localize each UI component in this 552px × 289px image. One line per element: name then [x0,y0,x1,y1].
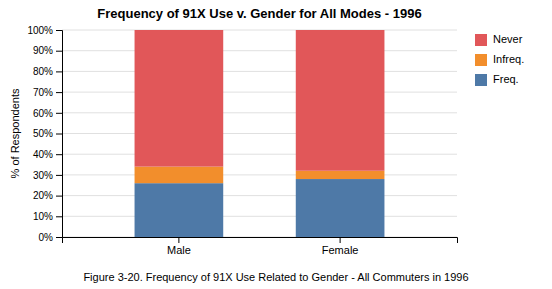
x-tick: Female [322,237,359,256]
grid-line [62,154,457,155]
y-tick-label: 80% [33,66,53,77]
grid-line [62,112,457,113]
y-tick-mark [56,216,62,217]
y-tick: 100% [27,25,62,36]
bar [135,167,224,184]
y-tick-label: 0% [39,232,54,243]
y-tick-label: 90% [33,45,53,56]
y-tick-label: 20% [33,190,53,201]
bar [135,183,224,237]
bars [135,30,385,237]
legend-item: Freq. [475,73,519,86]
legend-swatch [475,34,487,46]
y-axis-line [56,31,63,238]
x-axis: Male Female [63,237,458,256]
y-tick: 10% [33,211,62,222]
y-tick-mark [56,92,62,93]
y-tick-label: 100% [27,25,53,36]
grid-line [62,50,457,51]
legend-label: Never [493,33,523,45]
grid-line [62,92,457,93]
grid-line [62,174,457,175]
y-tick: 30% [33,170,62,181]
bar [135,30,224,167]
legend-item: Never [475,33,523,46]
caption: Figure 3-20. Frequency of 91X Use Relate… [83,271,468,283]
y-tick: 50% [33,128,62,139]
x-axis-line [63,238,458,244]
series [135,179,385,237]
x-tick-label: Female [322,244,359,256]
y-tick-label: 50% [33,128,53,139]
bar [296,179,385,237]
y-tick: 80% [33,66,62,77]
y-tick: 0% [39,232,62,243]
y-tick-mark [56,71,62,72]
x-tick-mark [340,237,341,243]
legend-swatch [475,74,487,86]
plot: 0% 10% 20% 30% 40% 50% 60% 70% 80% 90% 100% Male Fem… [27,25,457,256]
y-tick-label: 40% [33,149,53,160]
y-tick: 20% [33,190,62,201]
x-tick-mark [178,237,179,243]
series [135,30,385,171]
y-tick-mark [56,51,62,52]
title: Frequency of 91X Use v. Gender for All M… [97,6,421,21]
y-tick: 40% [33,149,62,160]
bar [296,171,385,179]
y-tick-mark [56,237,62,238]
x-tick-label: Male [167,244,191,256]
y-tick: 60% [33,108,62,119]
legend-item: Infreq. [475,53,524,66]
y-tick-mark [56,30,62,31]
legend-label: Freq. [493,73,519,85]
grid-line [62,216,457,217]
grid-line [62,30,457,31]
legend-swatch [475,54,487,66]
y-tick-mark [56,154,62,155]
x-tick: Male [167,237,191,256]
y-tick: 90% [33,45,62,56]
y-tick-label: 60% [33,108,53,119]
grid [62,30,457,237]
y-axis: 0% 10% 20% 30% 40% 50% 60% 70% 80% 90% 100% [27,25,62,243]
grid-line [62,71,457,72]
y-tick-mark [56,196,62,197]
y-tick-mark [56,134,62,135]
grid-line [62,133,457,134]
legend: Never Infreq. Freq. [475,33,524,86]
y-tick-label: 10% [33,211,53,222]
y-tick-mark [56,113,62,114]
y-tick-label: 70% [33,87,53,98]
chart: 0% 10% 20% 30% 40% 50% 60% 70% 80% 90% 100% Male Fem… [0,0,552,289]
y-tick-mark [56,175,62,176]
y-axis-title: % of Respondents [9,88,21,178]
legend-label: Infreq. [493,53,524,65]
y-tick: 70% [33,87,62,98]
bar [296,30,385,171]
y-tick-label: 30% [33,170,53,181]
grid-line [62,195,457,196]
